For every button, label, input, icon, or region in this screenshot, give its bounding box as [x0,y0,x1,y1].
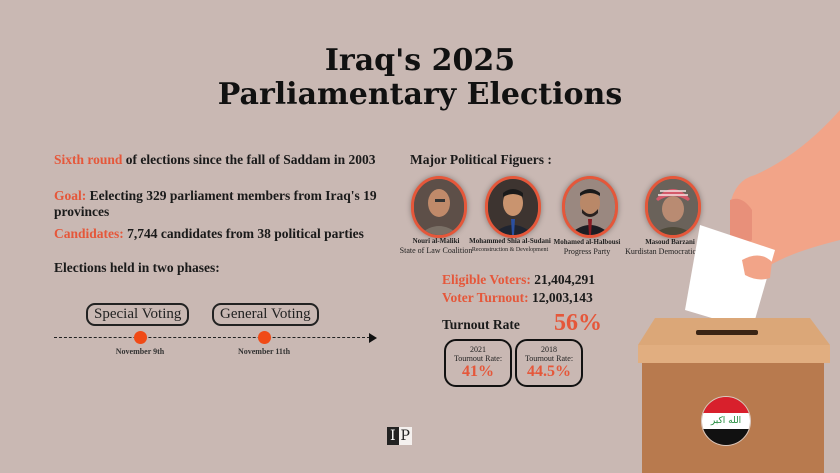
candidates-text: 7,744 candidates from 38 political parti… [123,226,364,241]
stat-year: 2021 [470,345,486,354]
stat-label: Tournout Rate: [453,354,503,363]
person-party: Kurdistan Democratic Party [625,247,715,256]
eligible-voters: Eligible Voters: 21,404,291 [442,272,595,288]
person-party: Reconstruction & Development [471,247,549,253]
timeline-line [54,337,370,338]
stat-box-2021: 2021 Tournout Rate: 41% [444,339,512,387]
person-party: State of Law Coalition [399,246,473,255]
fact-candidates: Candidates: 7,744 candidates from 38 pol… [54,226,394,242]
phase-special-voting: Special Voting [86,303,190,326]
person-name: Mohammed Shia al-Sudani [469,237,551,245]
person-name: Masoud Barzani [645,238,695,246]
logo-left: I [387,427,399,445]
goal-label: Goal: [54,188,87,203]
candidates-label: Candidates: [54,226,124,241]
person-party: Progress Party [563,247,611,256]
round-highlight: Sixth round [54,152,123,167]
iraq-flag-icon: الله اكبر [701,396,751,446]
goal-text: Eelecting 329 parliament members from Ir… [54,188,377,219]
portrait-maliki [411,176,467,238]
timeline-dot [134,331,147,344]
phase-date: November 9th [115,347,165,356]
flag-takbir-text: الله اكبر [702,413,750,429]
logo-right: P [398,427,412,445]
person-name: Mohamed al-Halbousi [553,238,621,246]
stat-label: Tournout Rate: [524,354,574,363]
turnout-value: 12,003,143 [532,290,593,305]
eligible-value: 21,404,291 [534,272,596,287]
person-name: Nouri al-Maliki [412,237,460,245]
phase-date: November 11th [237,347,291,356]
eligible-label: Eligible Voters: [442,272,531,287]
portrait-halbousi [562,176,618,238]
phase-general-voting: General Voting [212,303,319,326]
fact-goal: Goal: Eelecting 329 parliament members f… [54,188,384,220]
stat-value: 44.5% [527,363,571,380]
voter-turnout: Voter Turnout: 12,003,143 [442,290,593,306]
turnout-label: Voter Turnout: [442,290,529,305]
portrait-sudani [485,176,541,238]
figures-heading: Major Political Figuers : [410,152,552,167]
stat-year: 2018 [541,345,557,354]
phases-heading: Elections held in two phases: [54,260,220,275]
ip-logo: I P [387,427,412,445]
stat-value: 41% [462,363,494,380]
title-line-2: Parliamentary Elections [217,77,623,112]
timeline-dot [258,331,271,344]
turnout-rate-label: Turnout Rate [442,317,520,332]
turnout-rate-value: 56% [554,310,602,336]
portrait-barzani [645,176,701,238]
stat-box-2018: 2018 Tournout Rate: 44.5% [515,339,583,387]
timeline-arrow-icon [369,333,377,343]
fact-round: Sixth round of elections since the fall … [54,152,394,168]
title-line-1: Iraq's 2025 [324,43,516,78]
round-text: of elections since the fall of Saddam in… [122,152,376,167]
